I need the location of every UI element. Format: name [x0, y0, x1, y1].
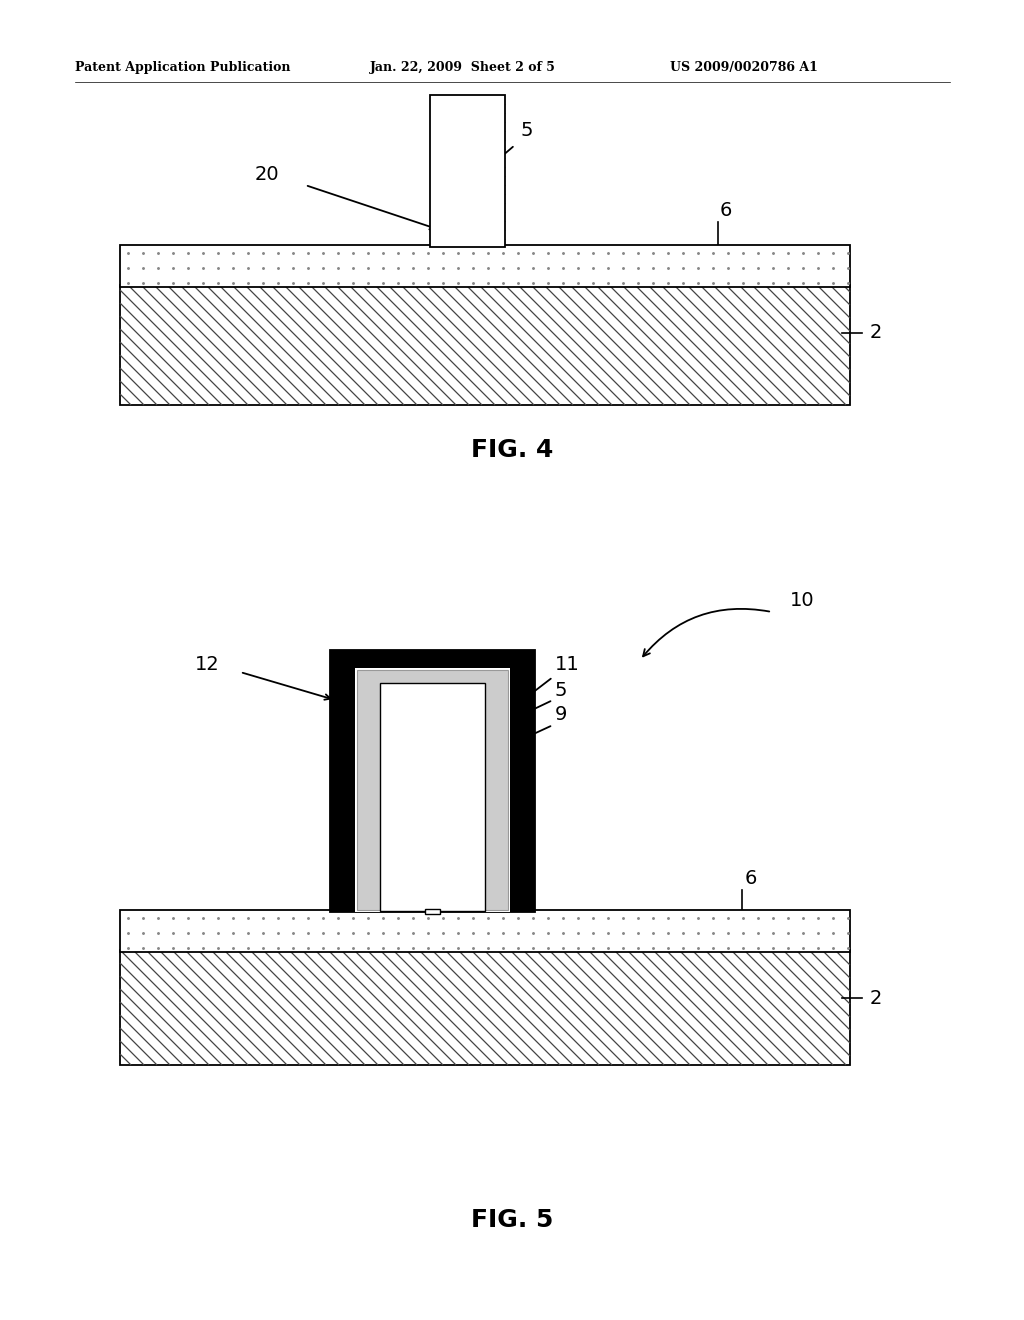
Text: 2: 2	[870, 989, 883, 1007]
Text: 10: 10	[790, 590, 815, 610]
Bar	[357, 671, 508, 909]
Bar	[425, 909, 440, 913]
Text: 5: 5	[555, 681, 567, 700]
Text: 2: 2	[870, 323, 883, 342]
FancyArrowPatch shape	[643, 609, 769, 656]
Text: Jan. 22, 2009  Sheet 2 of 5: Jan. 22, 2009 Sheet 2 of 5	[370, 62, 556, 74]
Text: 6: 6	[745, 869, 758, 887]
Text: FIG. 5: FIG. 5	[471, 1208, 553, 1232]
Bar	[330, 649, 535, 912]
Bar	[120, 909, 850, 952]
Text: 9: 9	[555, 705, 567, 725]
Text: Patent Application Publication: Patent Application Publication	[75, 62, 291, 74]
Bar	[120, 950, 850, 1065]
Bar	[355, 668, 510, 912]
Text: 20: 20	[255, 165, 280, 185]
Bar	[120, 246, 850, 286]
Bar	[120, 285, 850, 405]
Text: US 2009/0020786 A1: US 2009/0020786 A1	[670, 62, 818, 74]
Text: 6: 6	[720, 201, 732, 219]
Bar	[380, 682, 485, 911]
Text: 11: 11	[555, 656, 580, 675]
Text: FIG. 4: FIG. 4	[471, 438, 553, 462]
Text: 5: 5	[520, 120, 532, 140]
Text: 12: 12	[195, 656, 220, 675]
Bar	[430, 95, 505, 247]
